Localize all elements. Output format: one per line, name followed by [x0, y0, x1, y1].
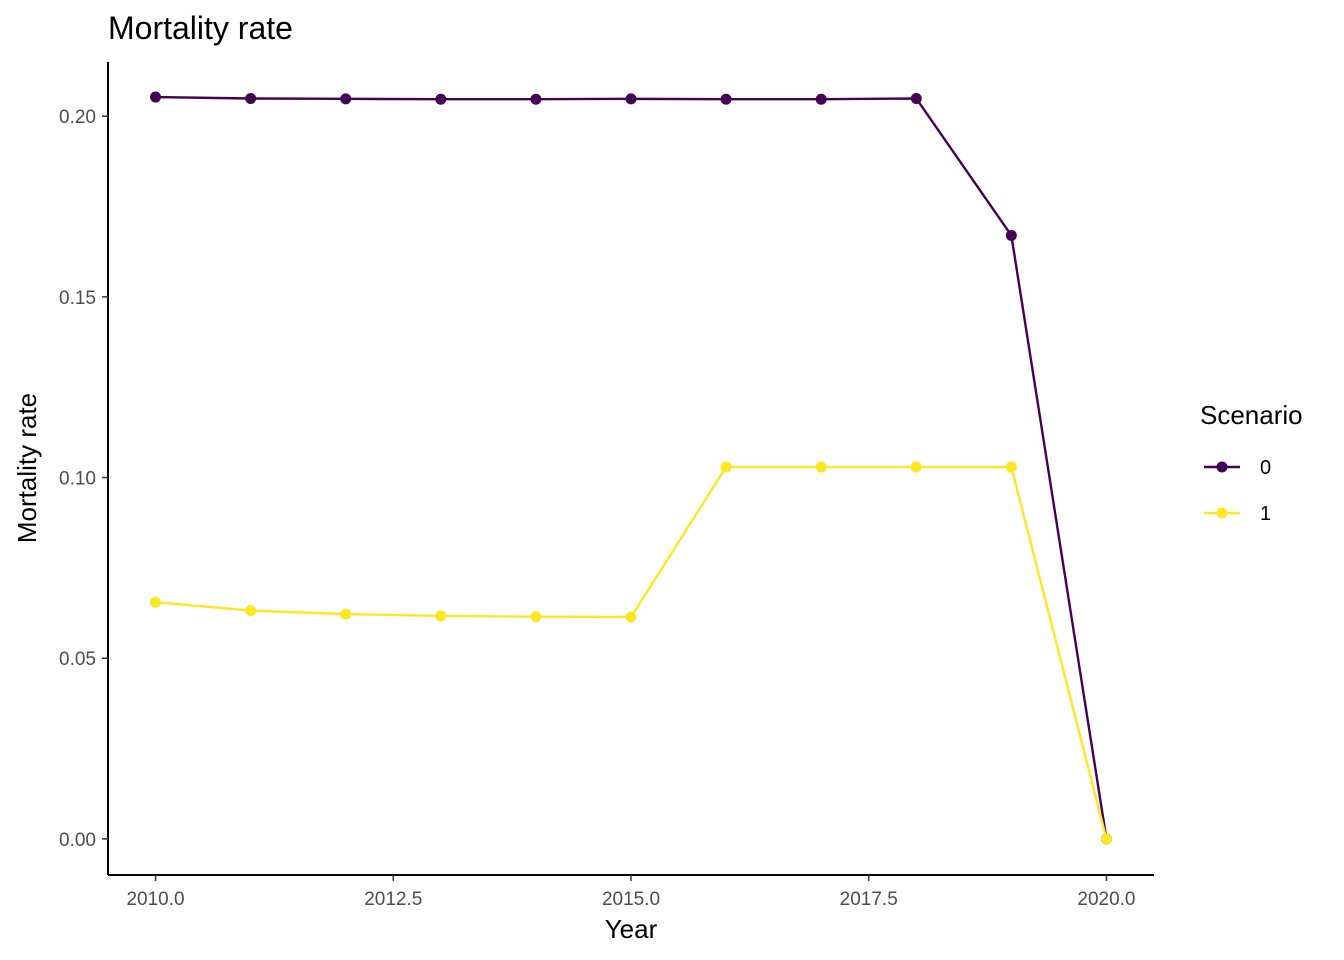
data-point: [245, 92, 257, 104]
data-point: [720, 461, 732, 473]
data-point: [625, 93, 637, 105]
data-point: [340, 608, 352, 620]
data-point: [435, 93, 447, 105]
data-point: [340, 93, 352, 105]
legend-label: 0: [1260, 457, 1271, 479]
data-point: [530, 93, 542, 105]
x-axis-ticks: 2010.0 2012.5 2015.0 2017.5 2020.0: [126, 875, 1136, 910]
data-point: [720, 93, 732, 105]
plot-area: [150, 91, 1112, 845]
y-tick-label: 0.15: [59, 288, 96, 309]
legend-items: 01: [1204, 457, 1271, 525]
y-axis-ticks: 0.00 0.05 0.10 0.15 0.20: [59, 107, 108, 851]
legend-key-point: [1216, 461, 1228, 473]
legend-key-point: [1216, 507, 1228, 519]
series-0: [150, 91, 1112, 845]
x-tick-label: 2017.5: [840, 889, 898, 910]
data-point: [815, 461, 827, 473]
data-point: [625, 611, 637, 623]
legend: Scenario 01: [1200, 400, 1303, 525]
legend-item: 0: [1204, 457, 1271, 479]
data-point: [1005, 461, 1017, 473]
x-tick-label: 2015.0: [602, 889, 660, 910]
legend-title: Scenario: [1200, 400, 1303, 430]
data-point: [435, 610, 447, 622]
series-1: [150, 461, 1112, 845]
y-tick-label: 0.10: [59, 469, 96, 490]
y-tick-label: 0.00: [59, 830, 96, 851]
data-point: [1005, 229, 1017, 241]
data-point: [150, 91, 162, 103]
legend-label: 1: [1260, 503, 1271, 525]
x-tick-label: 2020.0: [1077, 889, 1135, 910]
y-tick-label: 0.20: [59, 107, 96, 128]
data-point: [530, 611, 542, 623]
data-point: [150, 596, 162, 608]
x-tick-label: 2010.0: [126, 889, 184, 910]
y-axis-title: Mortality rate: [12, 393, 42, 543]
series-line: [155, 465, 1108, 840]
y-tick-label: 0.05: [59, 649, 96, 670]
x-tick-label: 2012.5: [364, 889, 422, 910]
legend-item: 1: [1204, 503, 1271, 525]
data-point: [910, 461, 922, 473]
data-point: [815, 93, 827, 105]
series-layer: [150, 91, 1112, 845]
data-point: [1100, 833, 1112, 845]
x-axis-title: Year: [605, 914, 658, 944]
data-point: [245, 605, 257, 617]
chart-title: Mortality rate: [108, 10, 293, 46]
data-point: [910, 92, 922, 104]
